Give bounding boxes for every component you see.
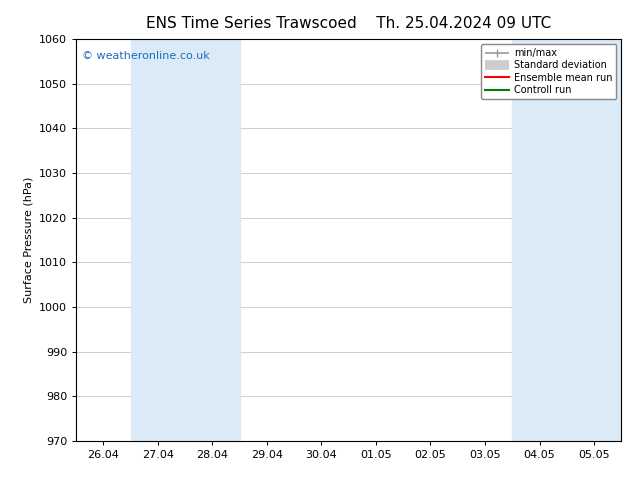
Legend: min/max, Standard deviation, Ensemble mean run, Controll run: min/max, Standard deviation, Ensemble me… <box>481 44 616 99</box>
Bar <box>131 39 240 441</box>
Text: © weatheronline.co.uk: © weatheronline.co.uk <box>82 51 209 61</box>
Bar <box>512 39 621 441</box>
Y-axis label: Surface Pressure (hPa): Surface Pressure (hPa) <box>23 177 34 303</box>
Title: ENS Time Series Trawscoed    Th. 25.04.2024 09 UTC: ENS Time Series Trawscoed Th. 25.04.2024… <box>146 16 552 31</box>
